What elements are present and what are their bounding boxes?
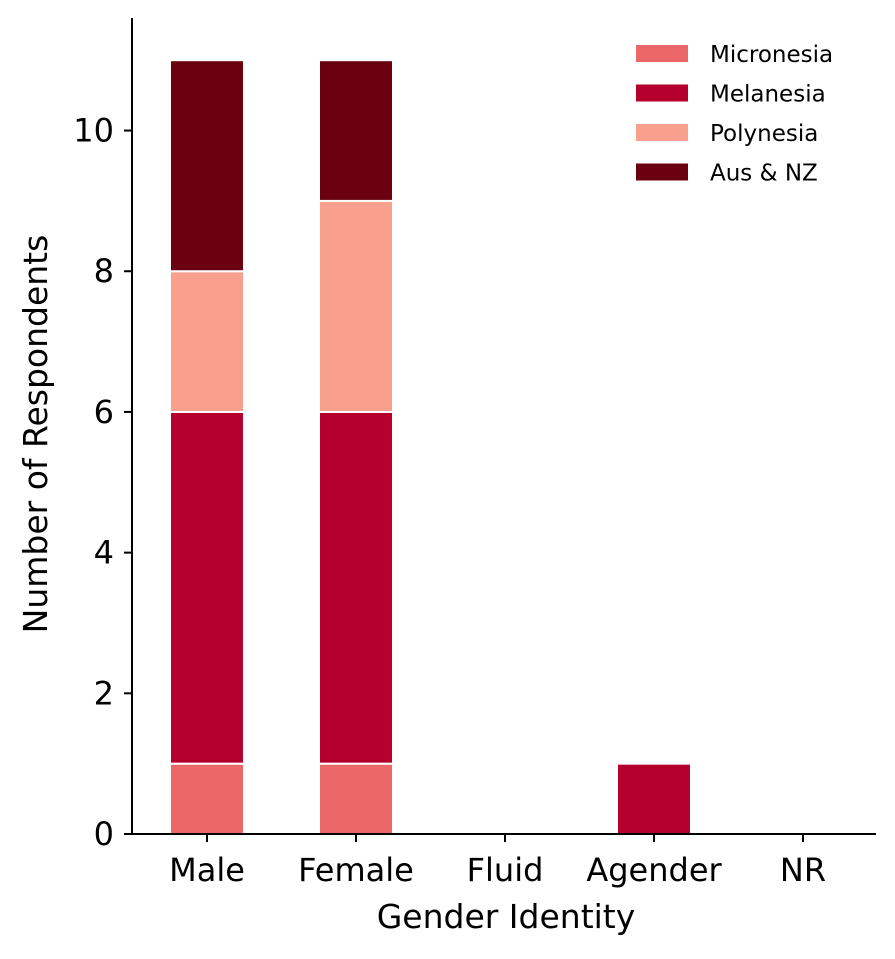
y-axis-label: Number of Respondents xyxy=(16,235,55,634)
bar-male-melanesia xyxy=(169,410,245,765)
x-tick-label-agender: Agender xyxy=(586,851,722,889)
x-ticks: Male Female Fluid Agender NR xyxy=(169,834,826,889)
legend-swatch-micronesia xyxy=(636,45,688,62)
bar-agender-melanesia xyxy=(616,762,692,835)
bar-female-micronesia xyxy=(318,762,394,835)
legend-label-micronesia: Micronesia xyxy=(710,42,833,68)
legend-label-aus-nz: Aus & NZ xyxy=(710,161,818,187)
legend: Micronesia Melanesia Polynesia Aus & NZ xyxy=(636,42,833,187)
bars-layer xyxy=(169,59,692,835)
bar-male-polynesia xyxy=(169,270,245,413)
y-tick-label: 8 xyxy=(94,252,114,290)
legend-swatch-aus-nz xyxy=(636,163,688,181)
x-tick-label-nr: NR xyxy=(780,851,826,889)
y-tick-label: 10 xyxy=(73,112,114,150)
x-axis-label: Gender Identity xyxy=(377,897,636,936)
y-ticks: 0 2 4 6 8 10 xyxy=(73,112,132,853)
y-tick-label: 4 xyxy=(94,534,114,572)
legend-swatch-melanesia xyxy=(636,84,688,102)
y-tick-label: 6 xyxy=(94,393,114,431)
legend-label-melanesia: Melanesia xyxy=(710,82,826,108)
bar-female-aus-nz xyxy=(318,59,394,202)
bar-female-melanesia xyxy=(318,410,394,765)
x-tick-label-male: Male xyxy=(169,851,245,889)
legend-swatch-polynesia xyxy=(636,124,688,141)
x-tick-label-female: Female xyxy=(298,851,414,889)
y-tick-label: 0 xyxy=(94,815,114,853)
x-tick-label-fluid: Fluid xyxy=(467,851,544,889)
bar-male-micronesia xyxy=(169,762,245,835)
legend-label-polynesia: Polynesia xyxy=(710,121,818,147)
bar-female-polynesia xyxy=(318,199,394,413)
bar-male-aus-nz xyxy=(169,59,245,273)
y-tick-label: 2 xyxy=(94,674,114,712)
